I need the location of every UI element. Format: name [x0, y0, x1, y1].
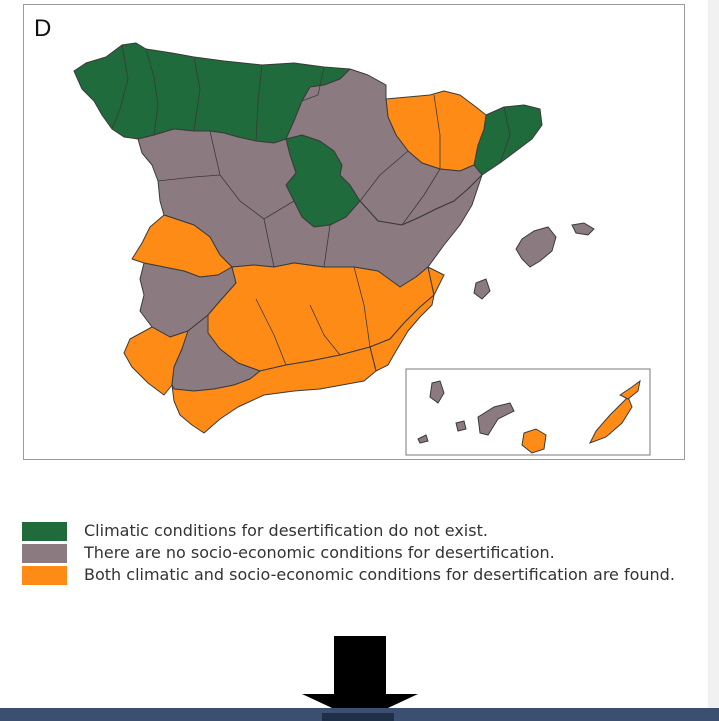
legend-item-orange: Both climatic and socio-economic conditi… — [22, 564, 702, 586]
legend-swatch-orange — [22, 566, 67, 585]
island-la-gomera — [455, 420, 467, 432]
bottom-bar-tab — [322, 713, 394, 721]
province-borders — [111, 44, 511, 366]
island-ibiza — [473, 278, 491, 300]
legend-swatch-grey — [22, 544, 67, 563]
legend-label-grey: There are no socio-economic conditions f… — [84, 543, 555, 562]
legend: Climatic conditions for desertification … — [22, 520, 702, 586]
island-gran-canaria — [521, 428, 547, 454]
spain-map — [73, 42, 651, 456]
island-fuerteventura — [588, 396, 633, 444]
island-tenerife — [477, 402, 515, 436]
island-menorca — [571, 222, 595, 236]
down-arrow-icon — [302, 636, 418, 721]
page-edge — [708, 0, 719, 708]
island-el-hierro — [417, 434, 429, 444]
region-huelva-orange — [123, 326, 189, 396]
region-andalusia-coast-orange — [171, 346, 377, 434]
legend-item-green: Climatic conditions for desertification … — [22, 520, 702, 542]
legend-swatch-green — [22, 522, 67, 541]
legend-label-orange: Both climatic and socio-economic conditi… — [84, 565, 675, 584]
region-valencia-orange — [369, 266, 445, 372]
island-la-palma — [429, 380, 445, 404]
canary-islands — [417, 379, 641, 454]
legend-item-grey: There are no socio-economic conditions f… — [22, 542, 702, 564]
map-panel: D — [23, 4, 685, 460]
panel-letter: D — [34, 15, 52, 42]
island-mallorca — [515, 226, 557, 268]
legend-label-green: Climatic conditions for desertification … — [84, 521, 488, 540]
island-lanzarote — [619, 379, 641, 400]
canary-inset-frame — [405, 368, 651, 456]
balearic-islands — [473, 222, 595, 300]
